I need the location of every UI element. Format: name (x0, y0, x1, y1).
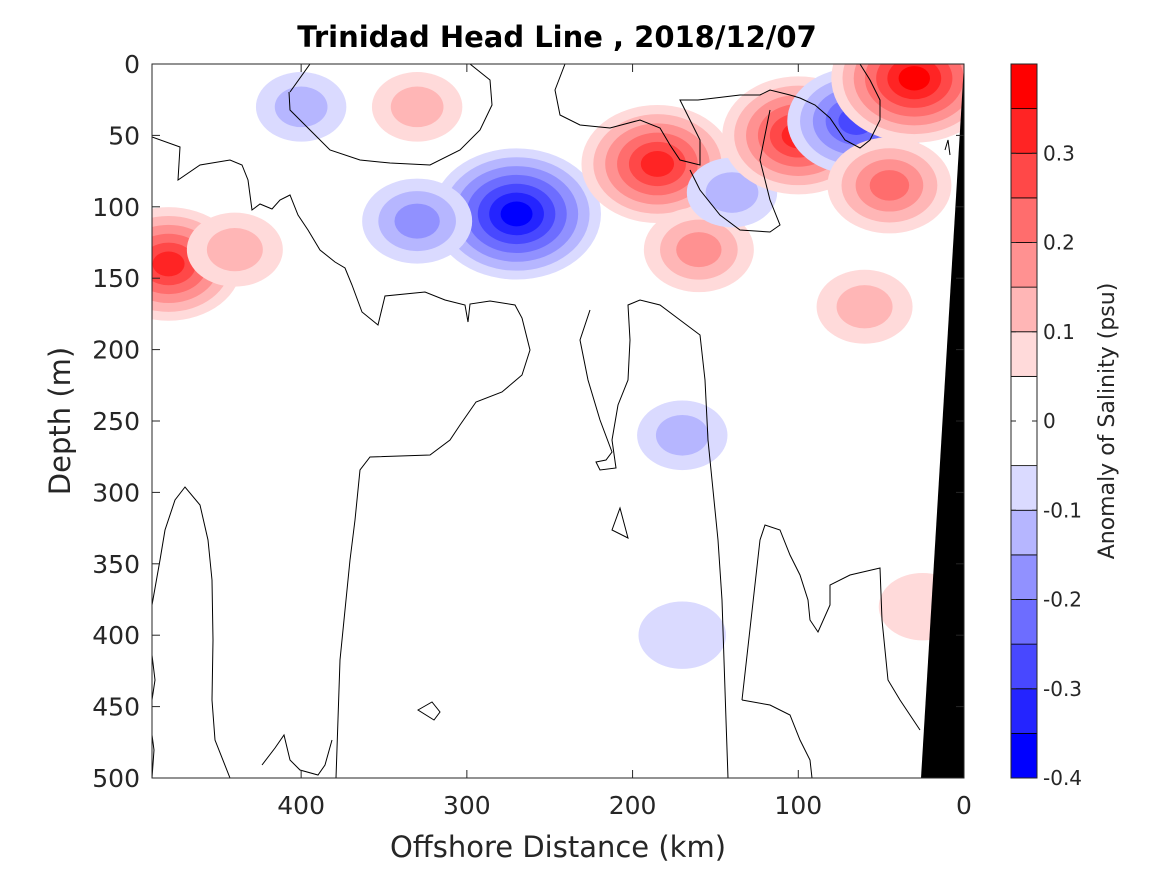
colorbar-segment (1010, 732, 1038, 779)
y-tick-label: 400 (92, 621, 140, 650)
plot-area (151, 63, 965, 779)
colorbar-tick-label: 0 (1043, 409, 1056, 433)
colorbar-segment (1010, 509, 1038, 556)
y-axis: 0 50 100 150 200 250 300 350 400 450 500 (92, 50, 964, 793)
y-tick-label: 450 (92, 693, 140, 722)
anomaly-patch (836, 285, 893, 329)
colorbar-tick-label: -0.2 (1043, 588, 1082, 612)
colorbar-tick-label: -0.1 (1043, 498, 1082, 522)
colorbar-segment (1010, 197, 1038, 243)
colorbar-segment (1010, 554, 1038, 600)
x-tick-label: 300 (443, 791, 491, 820)
anomaly-patch (640, 151, 675, 177)
y-tick-label: 50 (108, 121, 140, 150)
zero-contour-line (261, 733, 333, 776)
colorbar-tick-label: 0.1 (1043, 320, 1075, 344)
colorbar-label: Anomaly of Salinity (psu) (1095, 283, 1120, 560)
zero-contour-line (288, 64, 493, 166)
zero-contour-line (152, 654, 156, 778)
anomaly-patch (705, 172, 759, 213)
colorbar: -0.4 -0.3 -0.2 -0.1 0 0.1 0.2 0.3 (1010, 63, 1082, 790)
colorbar-tick-label: -0.3 (1043, 677, 1082, 701)
y-tick-label: 500 (92, 764, 140, 793)
y-tick-label: 200 (92, 336, 140, 365)
x-tick-label: 400 (277, 791, 325, 820)
anomaly-patch (869, 170, 910, 201)
bathymetry-seafloor (921, 64, 964, 778)
colorbar-segment (1010, 152, 1038, 199)
zero-contour-line (944, 139, 951, 156)
colorbar-segment (1010, 63, 1038, 110)
anomaly-patch (655, 414, 709, 456)
zero-contour-line (579, 299, 729, 778)
x-tick-label: 0 (956, 791, 972, 820)
zero-contour-line (611, 506, 629, 539)
y-axis-label: Depth (m) (43, 347, 77, 495)
anomaly-patch (638, 601, 727, 669)
anomaly-patch (676, 232, 722, 268)
y-tick-label: 250 (92, 407, 140, 436)
anomaly-patch (152, 251, 185, 277)
anomaly-patch (898, 66, 930, 91)
zero-contour-line (554, 64, 881, 166)
colorbar-tick-label: 0.2 (1043, 231, 1075, 255)
zero-contour-line (689, 109, 781, 233)
anomaly-patch (274, 86, 328, 128)
colorbar-tick-label: 0.3 (1043, 141, 1075, 165)
anomaly-patch (500, 201, 533, 227)
x-tick-label: 200 (609, 791, 657, 820)
zero-contour-line (741, 699, 813, 778)
x-tick-label: 100 (774, 791, 822, 820)
y-tick-label: 300 (92, 478, 140, 507)
colorbar-segment (1010, 242, 1038, 288)
y-tick-label: 350 (92, 550, 140, 579)
x-axis-label: Offshore Distance (km) (390, 830, 726, 864)
zero-contour-line (152, 486, 231, 778)
anomaly-patch (394, 203, 440, 239)
zero-contour-line (417, 701, 441, 721)
anomaly-field (152, 64, 964, 669)
zero-contours (152, 64, 951, 778)
zero-contour-line (741, 524, 921, 731)
y-tick-label: 0 (124, 50, 140, 79)
x-axis: 400 300 200 100 0 (277, 64, 972, 820)
colorbar-segment (1010, 643, 1038, 690)
y-tick-label: 150 (92, 264, 140, 293)
colorbar-segment (1010, 286, 1038, 333)
colorbar-segment (1010, 108, 1038, 154)
colorbar-tick-label: -0.4 (1043, 766, 1082, 790)
colorbar-segment (1010, 331, 1038, 377)
y-tick-label: 100 (92, 193, 140, 222)
chart-title: Trinidad Head Line , 2018/12/07 (297, 20, 817, 54)
zero-contour-line (152, 136, 531, 778)
anomaly-patch (206, 228, 263, 272)
anomaly-patch (390, 86, 444, 128)
colorbar-segment (1010, 465, 1038, 511)
colorbar-segment (1010, 599, 1038, 645)
colorbar-segment (1010, 688, 1038, 734)
